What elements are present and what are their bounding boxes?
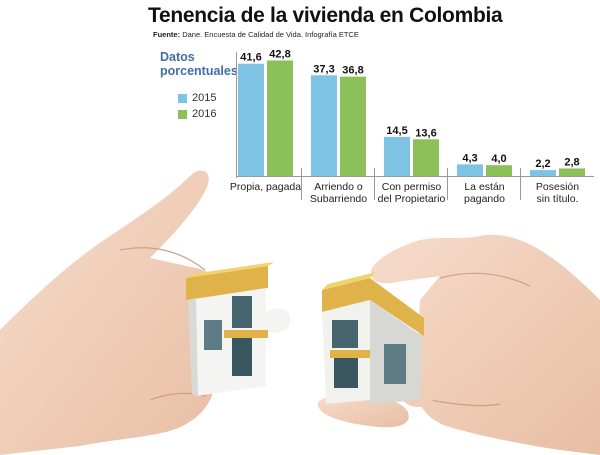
units-label-line2: porcentuales [160,64,238,78]
legend-label-2015: 2015 [192,92,217,104]
legend-swatch-2016 [178,109,187,119]
category-label-4-line-1: sin título. [536,193,578,205]
bar-2016-1 [340,76,366,176]
data-label-2015-2: 14,5 [386,125,407,137]
bar-2015-2 [384,136,410,176]
legend-item-2015: 2015 [178,92,216,104]
chart-title: Tenencia de la vivienda en Colombia [148,4,503,27]
category-label-3-line-1: pagando [464,193,505,205]
data-label-2015-0: 41,6 [240,52,261,64]
data-label-2015-4: 2,2 [535,158,550,170]
data-label-2016-2: 13,6 [415,127,436,139]
legend-swatch-2015 [178,93,187,103]
category-label-3-line-0: La están [464,181,504,193]
category-label-2-line-0: Con permiso [382,181,442,193]
bar-2015-0 [238,63,264,176]
bar-2015-3 [457,164,483,176]
source-label: Fuente: [153,30,181,39]
data-label-2016-0: 42,8 [269,48,290,60]
category-label-1-line-0: Arriendo o [314,181,363,193]
data-label-2016-4: 2,8 [564,156,579,168]
category-label-2-line-1: del Propietario [378,193,446,205]
data-label-2015-1: 37,3 [313,63,334,75]
category-label-1-line-1: Subarriendo [310,193,367,205]
units-label: Datos porcentuales [160,50,238,78]
bar-2016-0 [267,60,293,176]
legend-item-2016: 2016 [178,108,216,120]
bar-2016-3 [486,165,512,176]
data-label-2016-3: 4,0 [491,153,506,165]
category-label-4-line-0: Posesión [536,181,579,193]
house-piece-right-icon [301,272,424,404]
data-label-2016-1: 36,8 [342,65,363,77]
data-label-2015-3: 4,3 [462,152,477,164]
bar-2016-2 [413,139,439,176]
bar-chart: 41,6 42,8 Propia, pagada 37,3 36,8 Arriendo o… [230,48,594,205]
units-label-line1: Datos [160,50,195,64]
bar-2015-4 [530,170,556,176]
bar-2015-1 [311,75,337,176]
house-piece-left-icon [186,262,291,396]
bar-2016-4 [559,168,585,176]
source-text: Dane. Encuesta de Calidad de Vida. Infog… [182,30,359,39]
legend-label-2016: 2016 [192,108,217,120]
source-note: Fuente: Dane. Encuesta de Calidad de Vid… [153,30,359,39]
category-label-0-line-0: Propia, pagada [230,181,301,193]
